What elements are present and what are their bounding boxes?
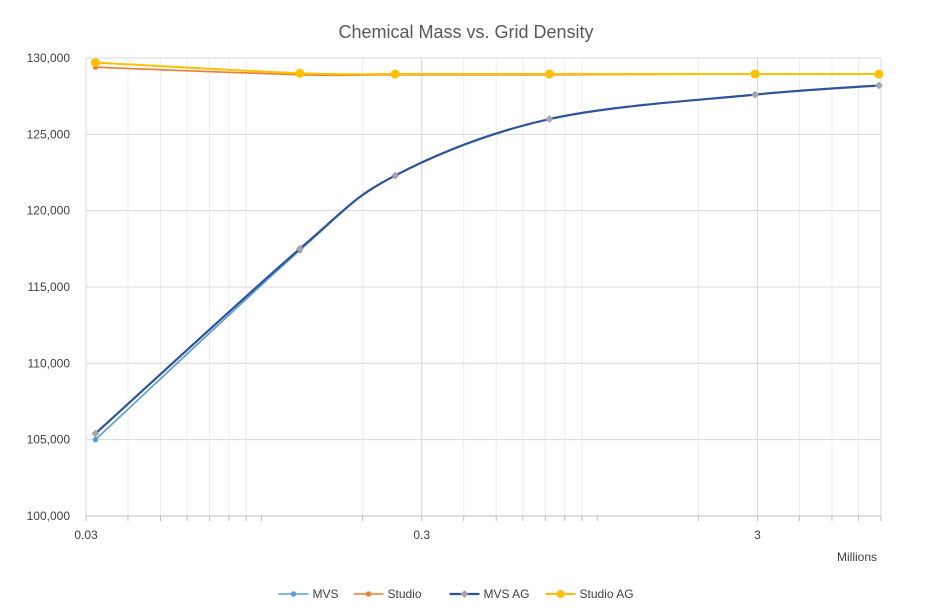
series-line-mvs-ag: [94, 84, 879, 435]
x-tick-label: 0.03: [74, 528, 98, 542]
data-point-mvs-ag: [91, 429, 100, 438]
legend: MVS Studio MVS AG Studio AG: [278, 587, 634, 601]
legend-label-studio: Studio: [388, 587, 422, 601]
legend-label-mvs-ag: MVS AG: [484, 587, 530, 601]
data-point-studio-ag: [390, 69, 400, 79]
data-point-studio-ag: [295, 68, 305, 78]
data-point-mvs: [92, 436, 99, 443]
x-unit-label: Millions: [837, 550, 877, 564]
data-point-studio-ag: [874, 69, 884, 79]
legend-item-mvs-ag: MVS AG: [449, 587, 530, 601]
data-point-studio-ag: [90, 58, 100, 68]
axes: [85, 58, 882, 521]
series-layer: [90, 58, 884, 443]
data-point-mvs-ag: [391, 171, 400, 180]
series-line-mvs: [94, 84, 879, 441]
tick-labels: 0.03 0.3 3 100,000 105,000 110,000 115,000 120,…: [27, 51, 762, 542]
chart-title: Chemical Mass vs. Grid Density: [338, 22, 593, 42]
legend-marker-mvs: [290, 591, 297, 597]
x-tick-label: 3: [754, 528, 761, 542]
series-studio-ag: [90, 58, 884, 79]
data-point-mvs-ag: [874, 81, 883, 90]
grid: [85, 57, 882, 517]
legend-marker-studio: [365, 591, 372, 597]
legend-item-studio-ag: Studio AG: [545, 587, 634, 601]
legend-marker-mvs-ag: [460, 590, 469, 598]
series-studio: [92, 64, 882, 78]
y-tick-label: 130,000: [27, 51, 71, 65]
x-tick-label: 0.3: [413, 528, 430, 542]
data-point-mvs-ag: [751, 90, 759, 99]
y-tick-label: 120,000: [27, 204, 71, 218]
series-line-studio-ag: [95, 61, 879, 76]
series-mvs-ag: [91, 81, 883, 438]
y-tick-label: 115,000: [28, 280, 71, 294]
legend-item-mvs: MVS: [278, 587, 339, 601]
y-tick-label: 100,000: [27, 509, 71, 523]
legend-label-mvs: MVS: [313, 587, 339, 601]
legend-item-studio: Studio: [353, 587, 422, 601]
data-point-studio-ag: [750, 69, 760, 79]
legend-label-studio-ag: Studio AG: [580, 587, 634, 601]
y-tick-label: 105,000: [27, 433, 71, 447]
data-point-studio-ag: [544, 69, 554, 79]
y-tick-label: 110,000: [28, 356, 71, 370]
legend-marker-studio-ag: [556, 590, 565, 598]
y-tick-label: 125,000: [27, 127, 71, 141]
data-point-mvs-ag: [545, 115, 554, 123]
data-point-mvs-ag: [295, 244, 304, 253]
